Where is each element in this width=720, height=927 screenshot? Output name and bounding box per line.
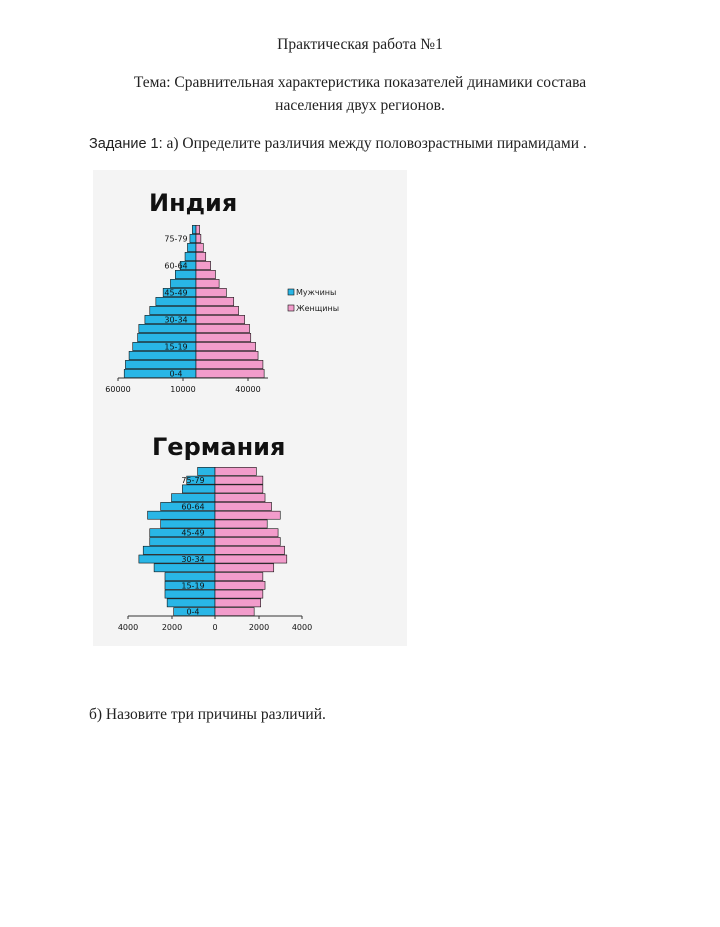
india-female-bar: [195, 306, 239, 315]
task-1-label: Задание 1:: [89, 136, 163, 152]
india-female-bar: [195, 351, 259, 360]
india-male-bar: [192, 225, 197, 234]
india-age-label: 15-19: [164, 343, 187, 352]
germany-title: Германия: [152, 433, 285, 461]
germany-female-bar: [214, 537, 281, 546]
germany-female-bar: [214, 607, 255, 616]
germany-female-bar: [214, 589, 264, 599]
india-x-tick-label: 40000: [235, 385, 260, 394]
germany-female-bar: [214, 467, 257, 476]
india-male-bar: [128, 351, 197, 360]
topic-line-2: населения двух регионов.: [275, 97, 445, 114]
germany-female-bar: [214, 493, 266, 503]
germany-female-bar: [214, 598, 261, 608]
legend-male-label: Мужчины: [296, 288, 336, 297]
task-1-text: а) Определите различия между половозраст…: [162, 135, 587, 152]
india-male-bar: [184, 252, 197, 261]
india-male-bar: [155, 297, 197, 306]
germany-chart: Германия 0-4 15-19 30-34 45-49 60-64 75-79 40…: [118, 433, 312, 632]
india-female-bar: [195, 369, 265, 378]
germany-x-tick-label: 4000: [118, 623, 138, 632]
germany-age-label: 45-49: [181, 529, 204, 538]
india-male-bar: [175, 270, 197, 279]
india-age-label: 45-49: [164, 289, 187, 298]
india-chart: Индия 0-4 15-19 30-34 45-49 60-64 75-79 60000…: [105, 189, 339, 394]
germany-male-bar: [164, 572, 216, 581]
india-female-bar: [195, 234, 202, 243]
india-female-bar: [195, 225, 200, 234]
germany-female-bar: [214, 475, 264, 485]
germany-female-bar: [214, 554, 288, 564]
germany-age-label: 60-64: [181, 502, 204, 511]
germany-age-label: 75-79: [181, 476, 204, 485]
india-male-bar: [187, 243, 197, 252]
germany-male-bar: [153, 563, 216, 573]
germany-female-bar: [214, 563, 275, 573]
india-female-bar: [195, 288, 227, 297]
india-legend: Мужчины Женщины: [287, 288, 339, 313]
india-age-label: 60-64: [164, 262, 187, 271]
germany-male-bar: [149, 537, 216, 546]
india-age-label: 30-34: [164, 316, 187, 325]
germany-female-bar: [214, 572, 264, 581]
germany-x-tick-label: 2000: [249, 623, 269, 632]
india-female-bar: [195, 261, 211, 270]
india-female-bar: [195, 333, 252, 342]
india-female-bar: [195, 297, 235, 306]
germany-female-bar: [214, 528, 279, 538]
india-age-label: 0-4: [169, 370, 182, 379]
germany-x-tick-label: 0: [212, 623, 217, 632]
india-male-bar: [125, 360, 197, 369]
india-female-bar: [195, 342, 256, 351]
india-age-label: 75-79: [164, 235, 187, 244]
india-male-bar: [137, 333, 197, 342]
germany-male-bar: [147, 510, 216, 520]
india-male-bar: [189, 234, 197, 243]
india-male-bar: [123, 369, 197, 378]
germany-female-bar: [214, 519, 268, 529]
germany-female-bar: [214, 580, 266, 590]
india-female-bar: [195, 270, 216, 279]
germany-male-bar: [164, 589, 216, 599]
india-male-bar: [170, 279, 197, 288]
germany-female-bar: [214, 502, 272, 511]
india-male-bar: [149, 306, 197, 315]
germany-male-bar: [166, 598, 216, 608]
germany-female-bar: [214, 545, 285, 555]
legend-female-label: Женщины: [296, 304, 339, 313]
india-female-bar: [195, 243, 204, 252]
india-female-bar: [195, 315, 245, 324]
germany-x-tick-label: 2000: [162, 623, 182, 632]
task-b: б) Назовите три причины различий.: [89, 706, 326, 723]
india-female-bar: [195, 360, 264, 369]
germany-male-bar: [171, 493, 216, 503]
germany-age-label: 15-19: [181, 581, 204, 590]
germany-male-bar: [197, 467, 216, 476]
germany-male-bar: [182, 484, 216, 494]
germany-age-label: 0-4: [186, 608, 199, 617]
page-title: Практическая работа №1: [277, 36, 443, 53]
india-female-bar: [195, 324, 250, 333]
india-x-tick-label: 60000: [105, 385, 130, 394]
germany-male-bar: [160, 519, 216, 529]
india-female-bar: [195, 279, 220, 288]
germany-male-bar: [142, 545, 216, 555]
india-male-bar: [138, 324, 197, 333]
germany-female-bar: [214, 484, 264, 494]
task-1: Задание 1: а) Определите различия между …: [89, 135, 587, 153]
india-title: Индия: [149, 189, 237, 217]
topic-line-1: Тема: Сравнительная характеристика показ…: [133, 74, 587, 91]
legend-male-swatch: [287, 288, 295, 296]
india-female-bar: [195, 252, 207, 261]
germany-x-tick-label: 4000: [292, 623, 312, 632]
india-x-tick-label: 10000: [170, 385, 195, 394]
germany-female-bar: [214, 510, 281, 520]
legend-female-swatch: [287, 304, 295, 312]
population-pyramids-figure: Индия 0-4 15-19 30-34 45-49 60-64 75-79 60000…: [93, 170, 407, 646]
germany-age-label: 30-34: [181, 555, 204, 564]
